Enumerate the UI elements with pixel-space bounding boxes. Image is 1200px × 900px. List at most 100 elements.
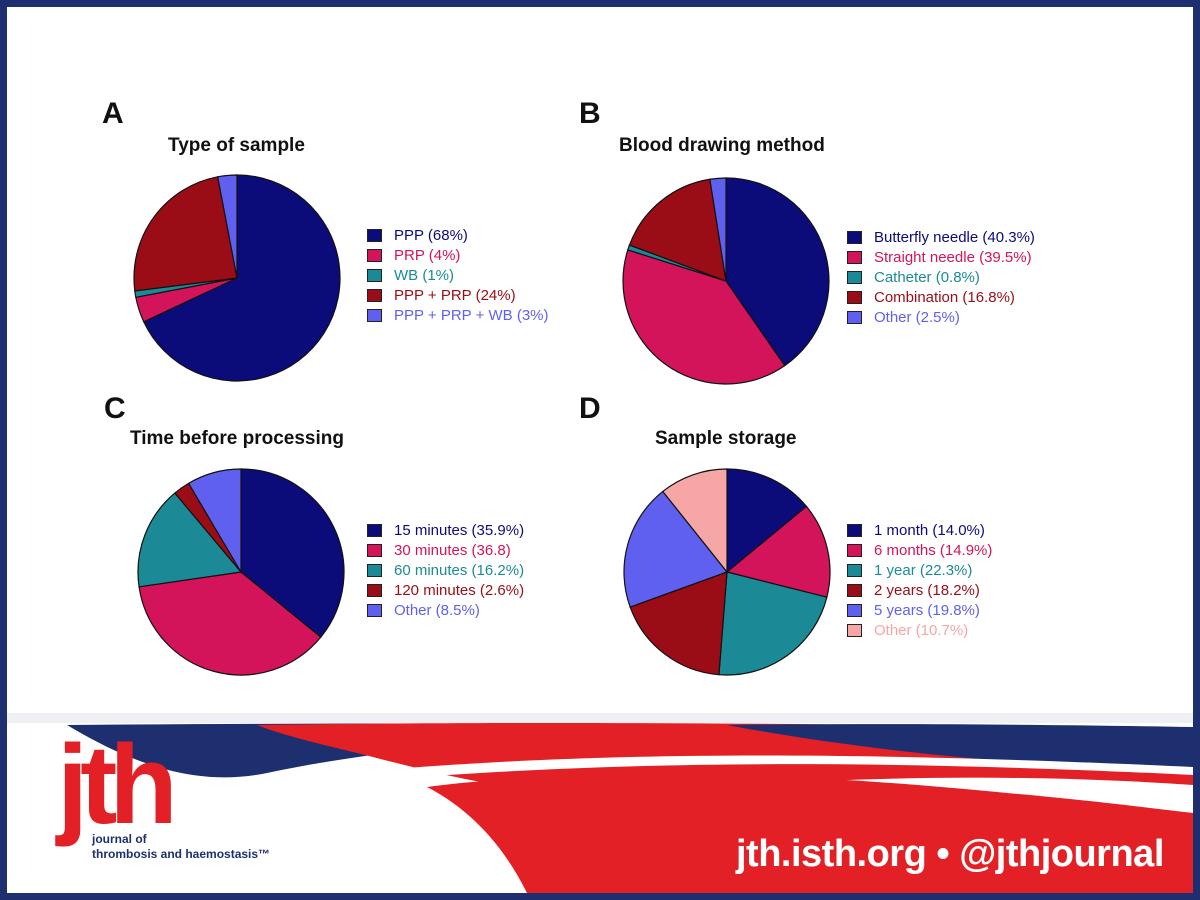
legend-swatch: [367, 228, 382, 242]
pie-slice-2: [725, 505, 831, 598]
journal-name-line1: journal of: [92, 832, 147, 846]
pie-chart-c: [137, 468, 345, 676]
legend-item-4: Combination (16.8%): [847, 287, 1035, 307]
legend-swatch: [847, 270, 862, 284]
legend-item-1: 1 month (14.0%): [847, 520, 992, 540]
legend-label: WB (1%): [394, 266, 454, 284]
legend-d: 1 month (14.0%) 6 months (14.9%) 1 year (2…: [847, 520, 992, 640]
panel-c: C Time before processing 15 minutes (35.…: [102, 392, 622, 712]
pie-slice-5: [187, 468, 242, 575]
pie-slice-4: [133, 176, 238, 292]
legend-swatch: [367, 268, 382, 282]
legend-item-2: PRP (4%): [367, 245, 549, 265]
legend-label: Combination (16.8%): [874, 288, 1015, 306]
panel-title-a: Type of sample: [168, 135, 305, 156]
legend-item-1: 15 minutes (35.9%): [367, 520, 524, 540]
legend-item-3: WB (1%): [367, 265, 549, 285]
legend-b: Butterfly needle (40.3%) Straight needle …: [847, 227, 1035, 327]
legend-item-3: 1 year (22.3%): [847, 560, 992, 580]
panel-d: D Sample storage 1 month (14.0%) 6 months…: [577, 392, 1097, 712]
legend-label: Other (10.7%): [874, 621, 969, 639]
legend-item-4: 2 years (18.2%): [847, 580, 992, 600]
legend-item-4: PPP + PRP (24%): [367, 285, 549, 305]
legend-item-4: 120 minutes (2.6%): [367, 580, 524, 600]
pie-slice-1: [726, 468, 808, 574]
legend-a: PPP (68%) PRP (4%) WB (1%) PPP + PRP (24%) P…: [367, 225, 549, 325]
legend-item-2: 30 minutes (36.8): [367, 540, 524, 560]
legend-label: 60 minutes (16.2%): [394, 561, 525, 579]
panel-letter-c: C: [104, 392, 126, 425]
pie-chart-a: [133, 174, 341, 382]
legend-swatch: [367, 523, 382, 537]
legend-swatch: [847, 543, 862, 557]
legend-label: 1 year (22.3%): [874, 561, 973, 579]
pie-slice-1: [240, 468, 345, 638]
legend-swatch: [367, 563, 382, 577]
legend-swatch: [847, 563, 862, 577]
legend-label: Butterfly needle (40.3%): [874, 228, 1035, 246]
pie-slice-4: [628, 178, 727, 282]
panel-title-b: Blood drawing method: [619, 135, 825, 156]
legend-swatch: [367, 543, 382, 557]
pie-chart-d: [623, 468, 831, 676]
panel-title-d: Sample storage: [655, 428, 797, 449]
legend-item-6: Other (10.7%): [847, 620, 992, 640]
legend-item-1: Butterfly needle (40.3%): [847, 227, 1035, 247]
pie-slice-2: [622, 249, 786, 385]
legend-swatch: [847, 230, 862, 244]
legend-item-5: 5 years (19.8%): [847, 600, 992, 620]
pie-slice-1: [725, 177, 830, 367]
panel-b: B Blood drawing method Butterfly needle …: [577, 97, 1097, 417]
legend-label: 2 years (18.2%): [874, 581, 980, 599]
panel-a: A Type of sample PPP (68%) PRP (4%) WB (1%…: [102, 97, 622, 417]
panel-title-c: Time before processing: [130, 428, 344, 449]
legend-item-1: PPP (68%): [367, 225, 549, 245]
legend-swatch: [847, 583, 862, 597]
legend-label: 30 minutes (36.8): [394, 541, 511, 559]
pie-slice-6: [661, 468, 728, 574]
legend-swatch: [367, 288, 382, 302]
pie-slice-3: [718, 571, 828, 676]
legend-swatch: [847, 250, 862, 264]
legend-c: 15 minutes (35.9%) 30 minutes (36.8) 60 mi…: [367, 520, 524, 620]
legend-label: 6 months (14.9%): [874, 541, 993, 559]
panel-letter-b: B: [579, 97, 601, 130]
legend-item-3: Catheter (0.8%): [847, 267, 1035, 287]
pie-slice-2: [138, 571, 322, 676]
site-and-handle: jth.isth.org • @jthjournal: [736, 833, 1164, 875]
pie-slice-5: [709, 177, 727, 282]
legend-label: PRP (4%): [394, 246, 461, 264]
legend-label: 120 minutes (2.6%): [394, 581, 525, 599]
legend-label: PPP + PRP (24%): [394, 286, 516, 304]
legend-swatch: [367, 603, 382, 617]
jth-logo-text: jth: [57, 722, 178, 847]
legend-swatch: [847, 623, 862, 637]
legend-label: Straight needle (39.5%): [874, 248, 1032, 266]
legend-item-2: Straight needle (39.5%): [847, 247, 1035, 267]
journal-name: journal of thrombosis and haemostasis™: [92, 832, 270, 862]
pie-slice-4: [629, 571, 728, 676]
legend-label: Other (2.5%): [874, 308, 960, 326]
legend-swatch: [367, 248, 382, 262]
pie-slice-5: [623, 490, 728, 608]
pie-slice-1: [143, 174, 341, 382]
legend-label: PPP (68%): [394, 226, 468, 244]
legend-label: 5 years (19.8%): [874, 601, 980, 619]
legend-swatch: [847, 603, 862, 617]
pie-slice-5: [216, 174, 238, 279]
legend-label: PPP + PRP + WB (3%): [394, 306, 549, 324]
legend-label: Other (8.5%): [394, 601, 480, 619]
legend-swatch: [847, 290, 862, 304]
legend-item-5: PPP + PRP + WB (3%): [367, 305, 549, 325]
legend-item-5: Other (8.5%): [367, 600, 524, 620]
legend-swatch: [847, 310, 862, 324]
legend-swatch: [367, 308, 382, 322]
footer-banner: jth: [7, 713, 1193, 893]
legend-label: 1 month (14.0%): [874, 521, 985, 539]
legend-label: Catheter (0.8%): [874, 268, 980, 286]
panel-letter-d: D: [579, 392, 601, 425]
pie-chart-b: [622, 177, 830, 385]
legend-item-5: Other (2.5%): [847, 307, 1035, 327]
jth-logo: jth: [57, 729, 178, 841]
